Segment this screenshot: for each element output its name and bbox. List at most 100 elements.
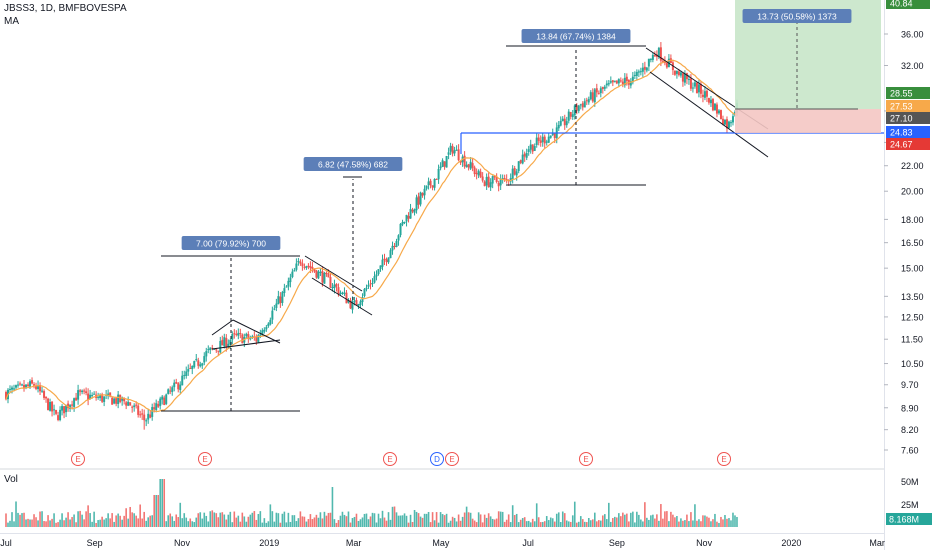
candle-body [195, 359, 198, 361]
volume-bar [233, 511, 236, 527]
volume-bar [409, 514, 412, 527]
candle-body [45, 396, 48, 399]
candle-body [211, 347, 214, 349]
x-tick-label: Mar [346, 538, 362, 548]
candle-body [581, 103, 584, 108]
candle-body [717, 110, 720, 114]
volume-label[interactable]: Vol [4, 474, 18, 485]
candle-body [371, 282, 374, 284]
volume-bar [313, 517, 316, 527]
volume-bar [327, 512, 330, 527]
volume-bar [483, 514, 486, 527]
volume-bar [97, 520, 99, 527]
volume-bar [674, 517, 676, 527]
candle-body [469, 161, 472, 169]
y-tick-label: 10.50 [901, 359, 924, 369]
volume-bar [159, 479, 162, 527]
volume-bar [714, 513, 716, 527]
volume-bar [277, 513, 280, 527]
volume-bar [89, 513, 91, 527]
volume-bar [231, 522, 234, 527]
volume-bar [581, 519, 584, 527]
volume-bar [604, 514, 606, 527]
volume-bar [441, 514, 444, 527]
candle-body [289, 277, 292, 283]
volume-bar [207, 521, 210, 527]
candle-body [137, 405, 140, 415]
volume-bar [587, 518, 590, 527]
volume-bar [39, 511, 41, 527]
candle-body [33, 384, 36, 387]
candle-body [657, 47, 660, 58]
volume-bar [515, 513, 518, 527]
volume-bar [718, 522, 720, 527]
volume-bar [513, 515, 516, 527]
volume-bar [656, 514, 658, 527]
candle-body [603, 86, 606, 89]
candle-body [301, 263, 304, 267]
volume-bar [293, 515, 296, 527]
volume-bar [25, 519, 27, 527]
volume-bar [179, 502, 182, 527]
volume-bar [113, 521, 115, 527]
price-axis-label: 40.84 [890, 0, 913, 9]
volume-bar [672, 514, 674, 527]
volume-bar [652, 514, 654, 527]
volume-bar [215, 513, 218, 527]
volume-bar [724, 515, 726, 527]
candle-body [583, 101, 586, 108]
y-tick-label: 18.00 [901, 215, 924, 225]
candle-body [145, 420, 148, 422]
volume-bar [61, 513, 63, 527]
candle-body [209, 347, 212, 351]
volume-bar [555, 513, 558, 527]
volume-bar [291, 515, 294, 527]
candle-body [23, 384, 26, 389]
candle-body [241, 334, 244, 344]
candle-body [661, 60, 664, 62]
volume-bar [59, 519, 61, 527]
candle-body [695, 82, 698, 94]
volume-bar [69, 519, 71, 527]
candle-body [165, 394, 168, 404]
candle-body [625, 76, 628, 82]
candle-body [89, 394, 92, 399]
volume-bar [279, 522, 282, 527]
volume-bar [730, 520, 732, 527]
volume-bar [235, 517, 238, 527]
candle-body [43, 391, 46, 398]
candle-body [539, 140, 542, 143]
symbol-title[interactable]: JBSS3, 1D, BMFBOVESPA [4, 3, 127, 14]
candle-body [633, 74, 636, 76]
volume-bar [205, 515, 208, 527]
volume-bar [377, 513, 380, 527]
volume-bar [303, 516, 306, 527]
candle-body [343, 292, 346, 294]
candle-body [159, 398, 162, 406]
candle-body [139, 414, 142, 416]
candle-body [187, 369, 190, 372]
candle-body [687, 79, 690, 81]
measure-label: 6.82 (47.58%) 682 [318, 160, 388, 170]
volume-bar [614, 516, 616, 527]
volume-bar [531, 518, 534, 527]
indicator-label[interactable]: MA [4, 16, 19, 27]
candle-body [441, 160, 444, 167]
candle-body [303, 266, 306, 268]
candle-body [21, 384, 24, 386]
candle-body [623, 77, 626, 86]
candle-body [455, 149, 458, 151]
candle-body [673, 70, 676, 75]
candle-body [697, 84, 700, 93]
volume-bar [732, 512, 734, 527]
volume-bar [297, 518, 300, 527]
candle-body [523, 153, 526, 157]
candle-body [385, 259, 388, 263]
candle-body [437, 168, 440, 180]
candle-body [251, 336, 254, 338]
candle-body [375, 274, 378, 277]
y-tick-label: 9.70 [901, 380, 919, 390]
volume-bar [666, 511, 668, 527]
candle-body [389, 250, 392, 259]
